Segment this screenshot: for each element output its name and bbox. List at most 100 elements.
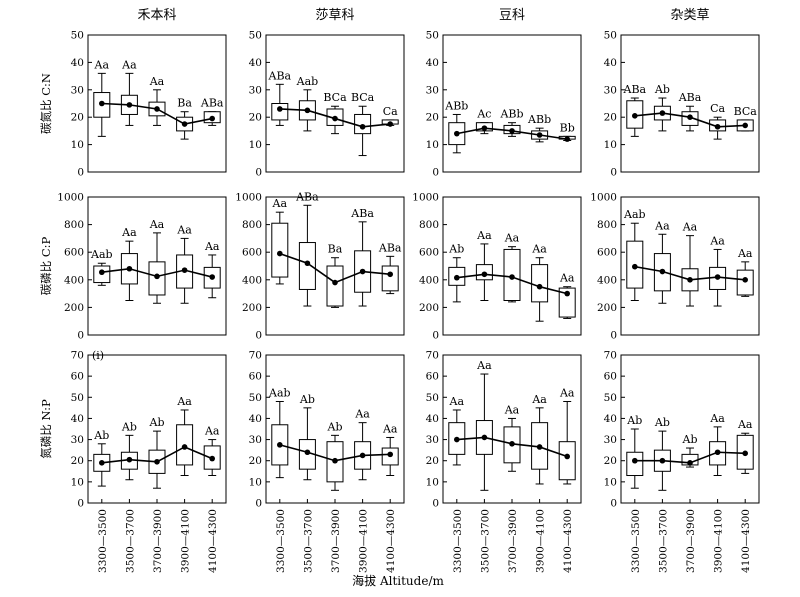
- panel-frame: [442, 34, 582, 173]
- x-tick-label: 3900—4100: [713, 509, 725, 573]
- panel-r0-c0: 0 10 20 30 40 50 Aa Aa Aa Ba ABa: [71, 30, 227, 179]
- significance-label: Aa: [204, 425, 220, 438]
- y-tick-label: 20: [249, 112, 262, 124]
- significance-label: Aab: [296, 75, 319, 88]
- x-tick-label: 3900—4100: [535, 509, 547, 573]
- significance-label: Aa: [504, 403, 520, 416]
- significance-label: Ba: [177, 97, 192, 110]
- row-label-1: 碳磷比 C:P: [39, 236, 53, 295]
- y-tick-label: 10: [426, 476, 439, 488]
- mean-point: [154, 273, 160, 280]
- mean-point: [454, 130, 460, 137]
- panel-r2-c2: 0 10 20 30 40 50 60 70 Aa Aa Aa Aa Aa: [426, 350, 582, 510]
- y-tick-label: 20: [426, 112, 439, 124]
- mean-point: [181, 444, 188, 450]
- significance-label: Aa: [449, 395, 465, 408]
- x-tick-label: 3300—3500: [275, 509, 287, 573]
- mean-point: [454, 274, 460, 281]
- mean-point: [209, 455, 215, 462]
- mean-point: [359, 452, 366, 459]
- box: [558, 441, 576, 481]
- significance-label: Aa: [354, 408, 370, 421]
- mean-point: [714, 274, 721, 280]
- column-title-1: 莎草科: [315, 8, 354, 23]
- y-tick-label: 0: [255, 330, 262, 342]
- y-tick-label: 600: [597, 247, 617, 259]
- x-tick-labels: 3300—3500 3500—3700 3700—3900 3900—4100 4100…: [97, 499, 752, 573]
- y-tick-label: 60: [71, 371, 84, 383]
- y-tick-label: 50: [249, 30, 262, 42]
- y-tick-label: 60: [249, 371, 262, 383]
- y-tick-label: 50: [249, 392, 262, 404]
- significance-label: Aa: [737, 247, 753, 260]
- x-tick-label: 3500—3700: [657, 509, 669, 573]
- mean-point: [687, 114, 693, 120]
- box: [531, 264, 549, 303]
- y-tick-label: 50: [426, 30, 439, 42]
- significance-label: Aa: [476, 229, 492, 242]
- significance-label: Aa: [382, 422, 398, 435]
- mean-point: [509, 441, 515, 447]
- x-tick-label: 3900—4100: [358, 509, 370, 573]
- significance-label: Aa: [504, 232, 520, 245]
- box: [271, 222, 289, 278]
- y-tick-label: 400: [419, 274, 439, 286]
- significance-label: Aa: [176, 395, 192, 408]
- panel-r2-c0: 0 10 20 30 40 50 60 70 Ab Ab Ab Aa Aa: [71, 350, 227, 510]
- mean-point: [277, 250, 283, 257]
- panel-r1-c2: 0 200 400 600 800 1000 Ab Aa Aa Aa Aa: [412, 192, 582, 342]
- significance-label: Aa: [559, 272, 575, 285]
- mean-point: [632, 457, 638, 464]
- significance-label: Ac: [476, 108, 491, 121]
- significance-label: ABb: [499, 108, 523, 121]
- y-tick-label: 0: [255, 498, 262, 510]
- mean-point: [359, 268, 366, 275]
- x-tick-label: 4100—4300: [562, 509, 574, 573]
- y-tick-label: 0: [610, 330, 617, 342]
- mean-point: [481, 434, 488, 441]
- significance-label: Aa: [737, 418, 753, 431]
- significance-label: Ab: [654, 83, 670, 96]
- y-tick-label: 50: [604, 30, 617, 42]
- y-tick-label: 10: [604, 139, 617, 151]
- y-tick-label: 50: [71, 392, 84, 404]
- significance-label: Ba: [328, 243, 343, 256]
- mean-point: [277, 442, 283, 448]
- significance-label: Ca: [710, 102, 725, 115]
- y-tick-label: 0: [77, 498, 84, 510]
- mean-point: [742, 277, 748, 283]
- significance-label: Ab: [299, 393, 315, 406]
- significance-label: Aa: [682, 221, 698, 234]
- x-tick-label: 3300—3500: [97, 509, 109, 573]
- y-tick-label: 40: [249, 413, 262, 425]
- y-tick-label: 50: [426, 392, 439, 404]
- significance-label: BCa: [351, 91, 375, 104]
- significance-label: ABa: [200, 97, 224, 110]
- y-tick-label: 1000: [57, 192, 84, 204]
- y-tick-label: 30: [604, 434, 617, 446]
- x-tick-label: 3500—3700: [302, 509, 314, 573]
- mean-point: [359, 123, 366, 130]
- mean-point: [126, 456, 133, 463]
- y-tick-label: 10: [71, 476, 84, 488]
- significance-label: Bb: [560, 121, 575, 134]
- y-tick-label: 30: [426, 84, 439, 96]
- y-tick-label: 20: [604, 112, 617, 124]
- mean-point: [181, 121, 188, 127]
- mean-point: [387, 271, 394, 278]
- y-tick-label: 70: [71, 350, 84, 362]
- mean-point: [509, 274, 515, 280]
- column-title-2: 豆科: [499, 8, 525, 23]
- y-tick-label: 70: [604, 350, 617, 362]
- panel-frame: [265, 34, 405, 173]
- significance-label: ABa: [350, 207, 374, 220]
- x-tick-label: 3700—3900: [330, 509, 342, 573]
- y-tick-label: 20: [249, 455, 262, 467]
- panel-r0-c2: 0 10 20 30 40 50 ABb Ac ABb ABb Bb: [426, 30, 582, 179]
- mean-point: [632, 263, 638, 270]
- significance-label: Aa: [176, 223, 192, 236]
- y-tick-label: 30: [71, 84, 84, 96]
- mean-point: [564, 136, 570, 142]
- y-tick-label: 0: [255, 167, 262, 179]
- panel-frame: [265, 196, 405, 336]
